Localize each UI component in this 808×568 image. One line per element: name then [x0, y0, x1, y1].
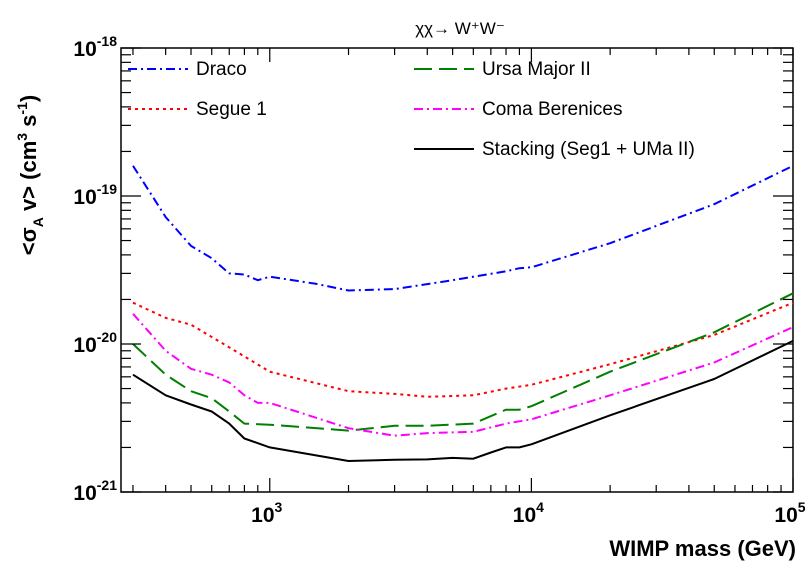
y-axis-label: <σA v> (cm3 s-1) [14, 95, 46, 255]
legend-label: Draco [196, 59, 247, 80]
series-line-segue-1 [132, 301, 794, 398]
series-line-stacking-seg1-uma-ii [132, 339, 794, 462]
series-line-draco [132, 164, 794, 292]
y-axis-label-text: <σA v> (cm3 s-1) [14, 95, 46, 255]
x-tick-label: 104 [513, 499, 544, 527]
plot-frame-rect [120, 47, 794, 493]
x-tick-label: 103 [251, 499, 282, 527]
series-line-coma-berenices [132, 313, 794, 437]
y-tick-label: 10-19 [73, 181, 117, 209]
legend-label: Ursa Major II [482, 59, 591, 80]
y-tick-label: 10-21 [73, 477, 117, 505]
x-axis-label: WIMP mass (GeV) [609, 536, 796, 561]
legend-label: Coma Berenices [482, 99, 622, 120]
series-line-ursa-major-ii [132, 292, 794, 432]
x-tick-label: 105 [774, 499, 805, 527]
legend-label: Segue 1 [196, 99, 267, 120]
chart-title: χχ→ W⁺W⁻ [415, 19, 505, 38]
y-tick-label: 10-18 [73, 33, 117, 61]
legend-label: Stacking (Seg1 + UMa II) [482, 139, 695, 160]
y-tick-label: 10-20 [73, 329, 117, 357]
